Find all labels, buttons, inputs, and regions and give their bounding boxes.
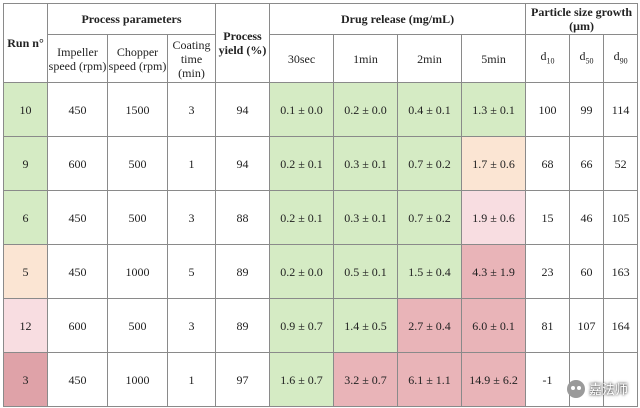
release-2min-cell: 2.7 ± 0.4 [397, 298, 463, 353]
run-cell: 10 [3, 82, 48, 137]
chopper-cell: 1500 [107, 82, 168, 137]
run-cell: 9 [3, 136, 48, 191]
d50-cell: 66 [569, 136, 605, 191]
yield-cell: 88 [215, 190, 271, 245]
coating-cell: 1 [166, 352, 217, 407]
header-run: Run n° [3, 3, 48, 83]
release-2min-cell: 0.7 ± 0.2 [397, 190, 463, 245]
process-results-table: Run n° Process parameters Process yield … [3, 3, 639, 407]
run-cell: 5 [3, 244, 48, 299]
release-5min-cell: 4.3 ± 1.9 [461, 244, 527, 299]
yield-cell: 89 [215, 244, 271, 299]
impeller-cell: 450 [47, 352, 108, 407]
d10-cell: 100 [525, 82, 571, 137]
coating-cell: 3 [166, 298, 217, 353]
header-d10: d10 [525, 34, 571, 83]
d90-cell [603, 352, 639, 407]
release-2min-cell: 1.5 ± 0.4 [397, 244, 463, 299]
release-1min-cell: 0.2 ± 0.0 [333, 82, 399, 137]
release-1min-cell: 0.5 ± 0.1 [333, 244, 399, 299]
header-coating: Coating time (min) [166, 34, 217, 83]
d90-cell: 163 [603, 244, 639, 299]
header-drug-release: Drug release (mg/mL) [269, 3, 527, 35]
impeller-cell: 450 [47, 82, 108, 137]
d90-cell: 114 [603, 82, 639, 137]
d90-cell: 105 [603, 190, 639, 245]
watermark: 嘉法师 [566, 379, 628, 398]
yield-cell: 97 [215, 352, 271, 407]
release-5min-cell: 14.9 ± 6.2 [461, 352, 527, 407]
impeller-cell: 450 [47, 244, 108, 299]
release-5min-cell: 1.7 ± 0.6 [461, 136, 527, 191]
run-cell: 3 [3, 352, 48, 407]
d10-cell: 15 [525, 190, 571, 245]
release-5min-cell: 6.0 ± 0.1 [461, 298, 527, 353]
chopper-cell: 500 [107, 190, 168, 245]
d50-cell: 107 [569, 298, 605, 353]
release-1min-cell: 3.2 ± 0.7 [333, 352, 399, 407]
header-d50: d50 [569, 34, 605, 83]
release-1min-cell: 1.4 ± 0.5 [333, 298, 399, 353]
table-row: 12 600 500 3 89 0.9 ± 0.7 1.4 ± 0.5 2.7 … [3, 298, 639, 353]
table-row: 6 450 500 3 88 0.2 ± 0.1 0.3 ± 0.1 0.7 ±… [3, 190, 639, 245]
release-30sec-cell: 0.2 ± 0.0 [269, 244, 335, 299]
release-5min-cell: 1.9 ± 0.6 [461, 190, 527, 245]
header-30sec: 30sec [269, 34, 335, 83]
header-5min: 5min [461, 34, 527, 83]
release-30sec-cell: 0.2 ± 0.1 [269, 190, 335, 245]
chopper-cell: 1000 [107, 244, 168, 299]
header-d90: d90 [603, 34, 639, 83]
yield-cell: 94 [215, 82, 271, 137]
run-cell: 6 [3, 190, 48, 245]
table-row: 5 450 1000 5 89 0.2 ± 0.0 0.5 ± 0.1 1.5 … [3, 244, 639, 299]
release-2min-cell: 0.7 ± 0.2 [397, 136, 463, 191]
chopper-cell: 500 [107, 298, 168, 353]
coating-cell: 3 [166, 190, 217, 245]
run-cell: 12 [3, 298, 48, 353]
coating-cell: 3 [166, 82, 217, 137]
release-30sec-cell: 0.1 ± 0.0 [269, 82, 335, 137]
d50-cell: 60 [569, 244, 605, 299]
release-2min-cell: 0.4 ± 0.1 [397, 82, 463, 137]
chopper-cell: 500 [107, 136, 168, 191]
d10-cell: 81 [525, 298, 571, 353]
d10-cell: -1 [525, 352, 571, 407]
header-process-yield: Process yield (%) [215, 3, 271, 83]
yield-cell: 89 [215, 298, 271, 353]
watermark-text: 嘉法师 [588, 383, 628, 398]
header-1min: 1min [333, 34, 399, 83]
release-1min-cell: 0.3 ± 0.1 [333, 190, 399, 245]
chopper-cell: 1000 [107, 352, 168, 407]
impeller-cell: 600 [47, 298, 108, 353]
d10-cell: 68 [525, 136, 571, 191]
release-1min-cell: 0.3 ± 0.1 [333, 136, 399, 191]
release-30sec-cell: 1.6 ± 0.7 [269, 352, 335, 407]
header-particle-size: Particle size growth (μm) [525, 3, 639, 35]
impeller-cell: 450 [47, 190, 108, 245]
table-row: 9 600 500 1 94 0.2 ± 0.1 0.3 ± 0.1 0.7 ±… [3, 136, 639, 191]
wechat-icon [566, 379, 585, 398]
table-row: 10 450 1500 3 94 0.1 ± 0.0 0.2 ± 0.0 0.4… [3, 82, 639, 137]
header-2min: 2min [397, 34, 463, 83]
d50-cell: 99 [569, 82, 605, 137]
d50-cell: 46 [569, 190, 605, 245]
table-row: 3 450 1000 1 97 1.6 ± 0.7 3.2 ± 0.7 6.1 … [3, 352, 639, 407]
header-impeller: Impeller speed (rpm) [47, 34, 108, 83]
coating-cell: 1 [166, 136, 217, 191]
d90-cell: 164 [603, 298, 639, 353]
header-process-parameters: Process parameters [46, 3, 217, 35]
coating-cell: 5 [166, 244, 217, 299]
yield-cell: 94 [215, 136, 271, 191]
d10-cell: 23 [525, 244, 571, 299]
impeller-cell: 600 [47, 136, 108, 191]
release-5min-cell: 1.3 ± 0.1 [461, 82, 527, 137]
release-30sec-cell: 0.2 ± 0.1 [269, 136, 335, 191]
d90-cell: 52 [603, 136, 639, 191]
release-2min-cell: 6.1 ± 1.1 [397, 352, 463, 407]
release-30sec-cell: 0.9 ± 0.7 [269, 298, 335, 353]
header-chopper: Chopper speed (rpm) [107, 34, 168, 83]
